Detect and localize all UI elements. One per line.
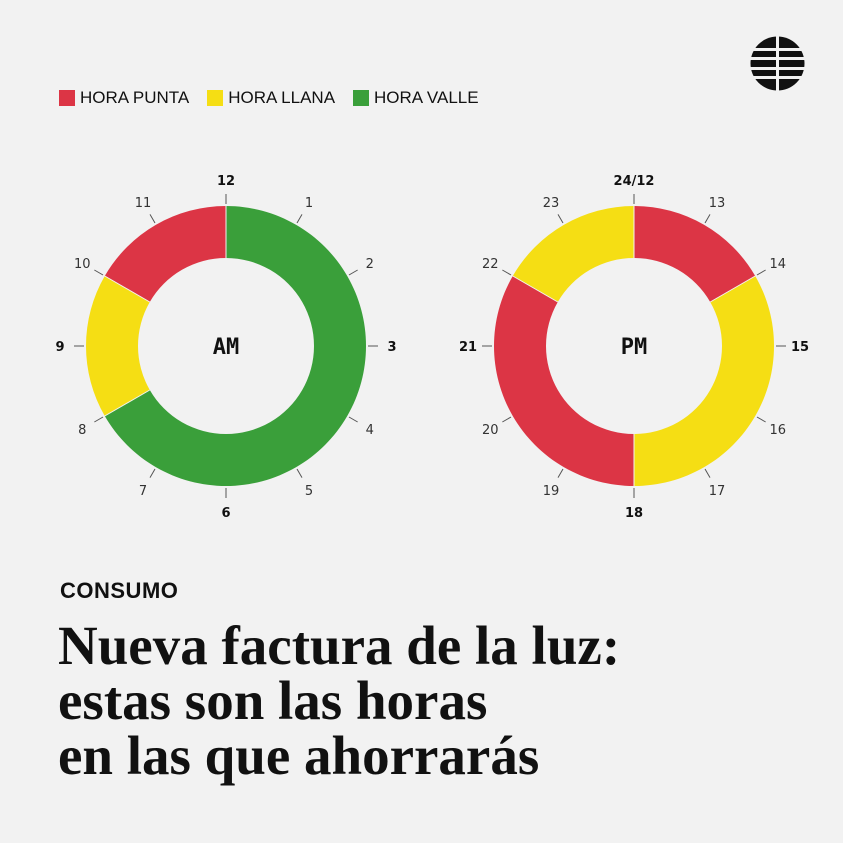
donut-chart-pm: PM 24/12 13 14 15 16 17 18 19 20 21 22 23 <box>459 174 809 521</box>
hour-label: 9 <box>55 340 64 355</box>
hour-label: 18 <box>625 506 643 521</box>
hour-label: 7 <box>139 484 147 499</box>
hour-label: 15 <box>791 340 809 355</box>
legend-label-punta: HORA PUNTA <box>80 88 190 107</box>
segment-llana-8-10 <box>86 276 150 416</box>
hour-tick <box>296 468 303 478</box>
hour-label: 4 <box>366 423 374 438</box>
hour-label: 21 <box>459 340 477 355</box>
hour-tick <box>756 269 766 276</box>
hour-label: 16 <box>769 423 786 438</box>
donut-center-label: PM <box>621 335 648 360</box>
hour-label: 10 <box>74 257 91 272</box>
hour-label: 3 <box>387 340 396 355</box>
hour-tick <box>348 269 358 276</box>
hour-label: 19 <box>543 484 560 499</box>
headline-line-1: Nueva factura de la luz: <box>58 615 621 676</box>
hour-label: 24/12 <box>614 174 655 189</box>
segment-divider <box>709 275 756 303</box>
segment-divider <box>512 275 559 303</box>
legend-item-llana: HORA LLANA <box>207 88 335 108</box>
hour-label: 12 <box>217 174 235 189</box>
hour-label: 17 <box>709 484 726 499</box>
hour-tick <box>704 214 711 224</box>
segment-divider <box>104 275 151 303</box>
hour-tick <box>94 416 104 423</box>
hour-tick <box>557 214 564 224</box>
headline: Nueva factura de la luz: estas son las h… <box>58 618 818 783</box>
hour-label: 5 <box>305 484 313 499</box>
segment-llana-22-24 <box>512 206 634 302</box>
section-kicker: CONSUMO <box>60 578 179 603</box>
globe-logo-icon <box>749 35 806 92</box>
legend-swatch-valle <box>353 90 370 106</box>
legend-swatch-llana <box>207 90 224 106</box>
hour-label: 2 <box>366 257 374 272</box>
hour-tick <box>296 214 303 224</box>
hour-label: 13 <box>709 196 726 211</box>
hour-label: 1 <box>305 196 313 211</box>
hour-tick <box>94 269 104 276</box>
legend-label-valle: HORA VALLE <box>374 88 479 107</box>
hour-tick <box>502 416 512 423</box>
segment-valle-0-8 <box>104 206 367 486</box>
legend-swatch-punta <box>59 90 75 106</box>
segment-punta-18-22 <box>494 276 634 486</box>
hour-label: 20 <box>482 423 499 438</box>
hour-label: 6 <box>221 506 230 521</box>
legend-item-punta: HORA PUNTA <box>59 88 189 108</box>
hour-tick <box>704 468 711 478</box>
chart-legend: HORA PUNTA HORA LLANA HORA VALLE <box>59 88 497 108</box>
donut-center-label: AM <box>213 335 240 360</box>
hour-label: 23 <box>543 196 560 211</box>
hour-label: 11 <box>135 196 152 211</box>
headline-line-2: estas son las horas <box>58 670 488 731</box>
hour-tick <box>557 468 564 478</box>
hour-label: 22 <box>482 257 499 272</box>
headline-line-3: en las que ahorrarás <box>58 725 540 786</box>
segment-llana-14-18 <box>634 276 774 486</box>
hour-tick <box>149 468 156 478</box>
hour-tick <box>756 416 766 423</box>
hour-tick <box>502 269 512 276</box>
legend-label-llana: HORA LLANA <box>228 88 336 107</box>
hour-tick <box>348 416 358 423</box>
donut-charts: AM121234567891011PM24/121314151617181920… <box>55 174 809 521</box>
segment-divider <box>104 389 151 417</box>
segment-punta-12-14 <box>634 206 756 302</box>
legend-item-valle: HORA VALLE <box>353 88 479 108</box>
hour-label: 8 <box>78 423 86 438</box>
hour-label: 14 <box>769 257 786 272</box>
hour-tick <box>149 214 156 224</box>
segment-punta-10-12 <box>104 206 226 302</box>
